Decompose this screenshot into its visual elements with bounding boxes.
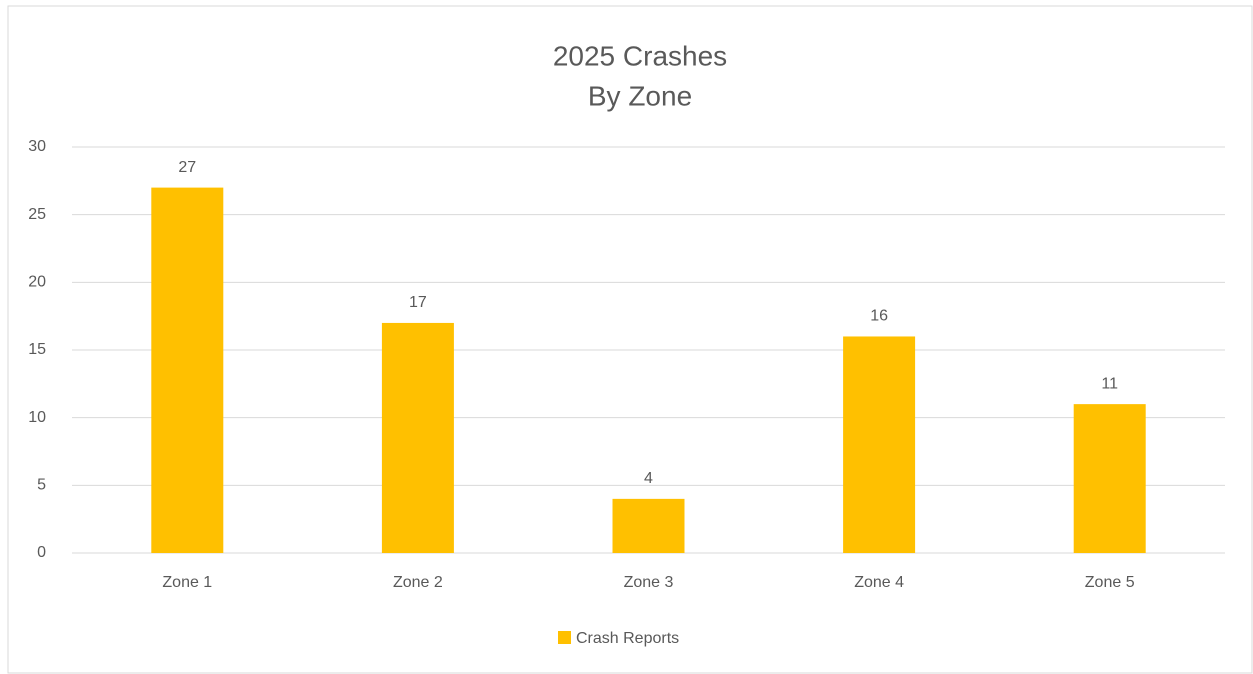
y-tick-label: 10 [28,409,46,426]
data-label: 4 [644,470,653,487]
y-tick-label: 20 [28,274,46,291]
x-tick-label: Zone 5 [1085,574,1135,591]
data-label: 11 [1101,375,1118,392]
y-tick-label: 25 [28,206,46,223]
y-tick-label: 0 [37,544,46,561]
bar [381,322,454,553]
y-tick-label: 5 [37,477,46,494]
bar [612,498,685,553]
chart-title: By Zone [588,80,692,111]
data-label: 16 [870,308,888,325]
chart-title: 2025 Crashes [553,40,727,71]
bar [151,187,224,553]
bar [843,336,916,553]
y-tick-label: 15 [28,341,46,358]
y-tick-label: 30 [28,138,46,155]
data-label: 17 [409,294,427,311]
x-tick-label: Zone 4 [854,574,904,591]
x-tick-label: Zone 1 [162,574,212,591]
x-tick-label: Zone 2 [393,574,443,591]
legend-swatch [558,631,571,644]
data-label: 27 [178,159,196,176]
bar [1073,404,1146,553]
x-tick-label: Zone 3 [624,574,674,591]
legend-label: Crash Reports [576,630,679,647]
